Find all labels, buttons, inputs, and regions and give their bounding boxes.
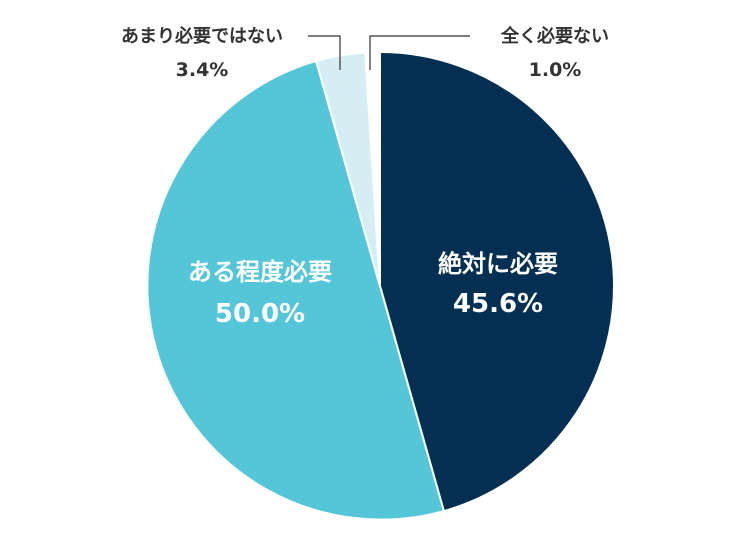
slice-value-not-needed: 1.0%	[529, 59, 582, 81]
slice-label-somewhat-needed: ある程度必要	[188, 258, 332, 286]
slice-somewhat-needed	[146, 59, 446, 521]
slice-value-absolutely-needed: 45.6%	[453, 289, 543, 319]
slice-value-somewhat-needed: 50.0%	[215, 299, 305, 329]
leader-line-not-needed	[369, 35, 470, 70]
slice-label-rarely-needed: あまり必要ではない	[121, 25, 283, 47]
leader-line-rarely-needed	[308, 35, 341, 70]
slice-label-not-needed: 全く必要ない	[500, 25, 609, 47]
pie-slices	[146, 50, 615, 521]
slice-label-absolutely-needed: 絶対に必要	[438, 250, 558, 278]
slice-absolutely-needed	[379, 50, 615, 513]
slice-not-needed	[364, 50, 381, 287]
slice-value-rarely-needed: 3.4%	[176, 59, 229, 81]
